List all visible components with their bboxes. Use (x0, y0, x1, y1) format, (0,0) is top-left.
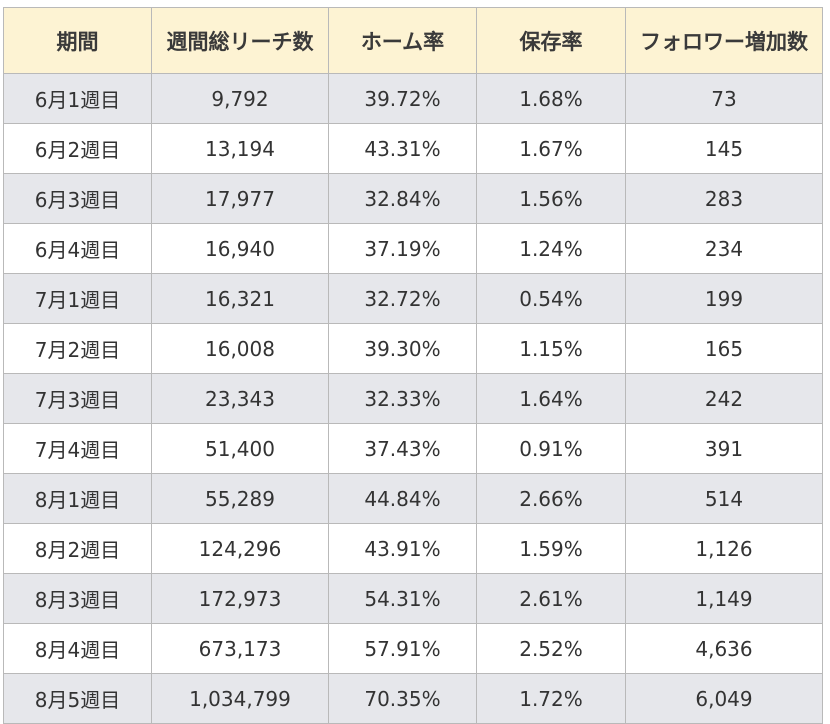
cell-weekly-reach: 172,973 (151, 573, 329, 624)
table-row: 8月5週目 1,034,799 70.35% 1.72% 6,049 (3, 673, 823, 724)
cell-period: 8月2週目 (3, 523, 152, 574)
header-home-rate: ホーム率 (328, 7, 477, 74)
cell-weekly-reach: 55,289 (151, 473, 329, 524)
cell-home-rate: 37.43% (328, 423, 477, 474)
cell-follower-increase: 1,149 (625, 573, 823, 624)
cell-home-rate: 32.84% (328, 173, 477, 224)
table-container: 期間 週間総リーチ数 ホーム率 保存率 フォロワー増加数 6月1週目 9,792 3… (3, 7, 823, 724)
cell-follower-increase: 234 (625, 223, 823, 274)
cell-save-rate: 0.54% (476, 273, 626, 324)
cell-follower-increase: 73 (625, 73, 823, 124)
cell-home-rate: 37.19% (328, 223, 477, 274)
cell-weekly-reach: 17,977 (151, 173, 329, 224)
cell-home-rate: 43.91% (328, 523, 477, 574)
cell-period: 6月3週目 (3, 173, 152, 224)
cell-save-rate: 1.56% (476, 173, 626, 224)
cell-period: 8月1週目 (3, 473, 152, 524)
table-body: 6月1週目 9,792 39.72% 1.68% 73 6月2週目 13,194 43.31%… (3, 73, 823, 724)
table-row: 8月4週目 673,173 57.91% 2.52% 4,636 (3, 623, 823, 674)
cell-follower-increase: 165 (625, 323, 823, 374)
cell-period: 7月3週目 (3, 373, 152, 424)
table-row: 7月1週目 16,321 32.72% 0.54% 199 (3, 273, 823, 324)
cell-weekly-reach: 1,034,799 (151, 673, 329, 724)
header-period: 期間 (3, 7, 152, 74)
cell-period: 7月1週目 (3, 273, 152, 324)
cell-period: 6月1週目 (3, 73, 152, 124)
cell-weekly-reach: 51,400 (151, 423, 329, 474)
cell-home-rate: 70.35% (328, 673, 477, 724)
cell-save-rate: 1.24% (476, 223, 626, 274)
cell-follower-increase: 145 (625, 123, 823, 174)
cell-follower-increase: 391 (625, 423, 823, 474)
cell-follower-increase: 283 (625, 173, 823, 224)
cell-follower-increase: 4,636 (625, 623, 823, 674)
cell-save-rate: 2.61% (476, 573, 626, 624)
cell-follower-increase: 1,126 (625, 523, 823, 574)
table-row: 6月1週目 9,792 39.72% 1.68% 73 (3, 73, 823, 124)
table-row: 7月4週目 51,400 37.43% 0.91% 391 (3, 423, 823, 474)
cell-follower-increase: 514 (625, 473, 823, 524)
cell-weekly-reach: 673,173 (151, 623, 329, 674)
table-row: 6月2週目 13,194 43.31% 1.67% 145 (3, 123, 823, 174)
cell-save-rate: 1.59% (476, 523, 626, 574)
cell-follower-increase: 6,049 (625, 673, 823, 724)
cell-weekly-reach: 9,792 (151, 73, 329, 124)
cell-weekly-reach: 13,194 (151, 123, 329, 174)
cell-follower-increase: 199 (625, 273, 823, 324)
cell-save-rate: 1.68% (476, 73, 626, 124)
table-row: 8月1週目 55,289 44.84% 2.66% 514 (3, 473, 823, 524)
cell-period: 7月4週目 (3, 423, 152, 474)
cell-home-rate: 32.33% (328, 373, 477, 424)
table-row: 6月3週目 17,977 32.84% 1.56% 283 (3, 173, 823, 224)
cell-save-rate: 1.64% (476, 373, 626, 424)
table-row: 8月2週目 124,296 43.91% 1.59% 1,126 (3, 523, 823, 574)
cell-weekly-reach: 16,321 (151, 273, 329, 324)
cell-save-rate: 1.72% (476, 673, 626, 724)
table-header-row: 期間 週間総リーチ数 ホーム率 保存率 フォロワー増加数 (3, 7, 823, 74)
cell-home-rate: 39.72% (328, 73, 477, 124)
cell-save-rate: 2.66% (476, 473, 626, 524)
cell-period: 6月4週目 (3, 223, 152, 274)
cell-save-rate: 1.67% (476, 123, 626, 174)
cell-home-rate: 39.30% (328, 323, 477, 374)
header-follower-increase: フォロワー増加数 (625, 7, 823, 74)
cell-period: 6月2週目 (3, 123, 152, 174)
cell-weekly-reach: 124,296 (151, 523, 329, 574)
cell-period: 7月2週目 (3, 323, 152, 374)
cell-save-rate: 1.15% (476, 323, 626, 374)
table-row: 8月3週目 172,973 54.31% 2.61% 1,149 (3, 573, 823, 624)
cell-save-rate: 0.91% (476, 423, 626, 474)
cell-period: 8月3週目 (3, 573, 152, 624)
table-row: 7月3週目 23,343 32.33% 1.64% 242 (3, 373, 823, 424)
weekly-stats-table: 期間 週間総リーチ数 ホーム率 保存率 フォロワー増加数 6月1週目 9,792 3… (3, 7, 823, 724)
table-row: 6月4週目 16,940 37.19% 1.24% 234 (3, 223, 823, 274)
cell-weekly-reach: 16,940 (151, 223, 329, 274)
cell-follower-increase: 242 (625, 373, 823, 424)
cell-home-rate: 44.84% (328, 473, 477, 524)
table-row: 7月2週目 16,008 39.30% 1.15% 165 (3, 323, 823, 374)
cell-weekly-reach: 16,008 (151, 323, 329, 374)
cell-home-rate: 32.72% (328, 273, 477, 324)
cell-home-rate: 54.31% (328, 573, 477, 624)
cell-period: 8月5週目 (3, 673, 152, 724)
header-weekly-reach: 週間総リーチ数 (151, 7, 329, 74)
cell-weekly-reach: 23,343 (151, 373, 329, 424)
cell-period: 8月4週目 (3, 623, 152, 674)
header-save-rate: 保存率 (476, 7, 626, 74)
cell-home-rate: 57.91% (328, 623, 477, 674)
cell-home-rate: 43.31% (328, 123, 477, 174)
cell-save-rate: 2.52% (476, 623, 626, 674)
